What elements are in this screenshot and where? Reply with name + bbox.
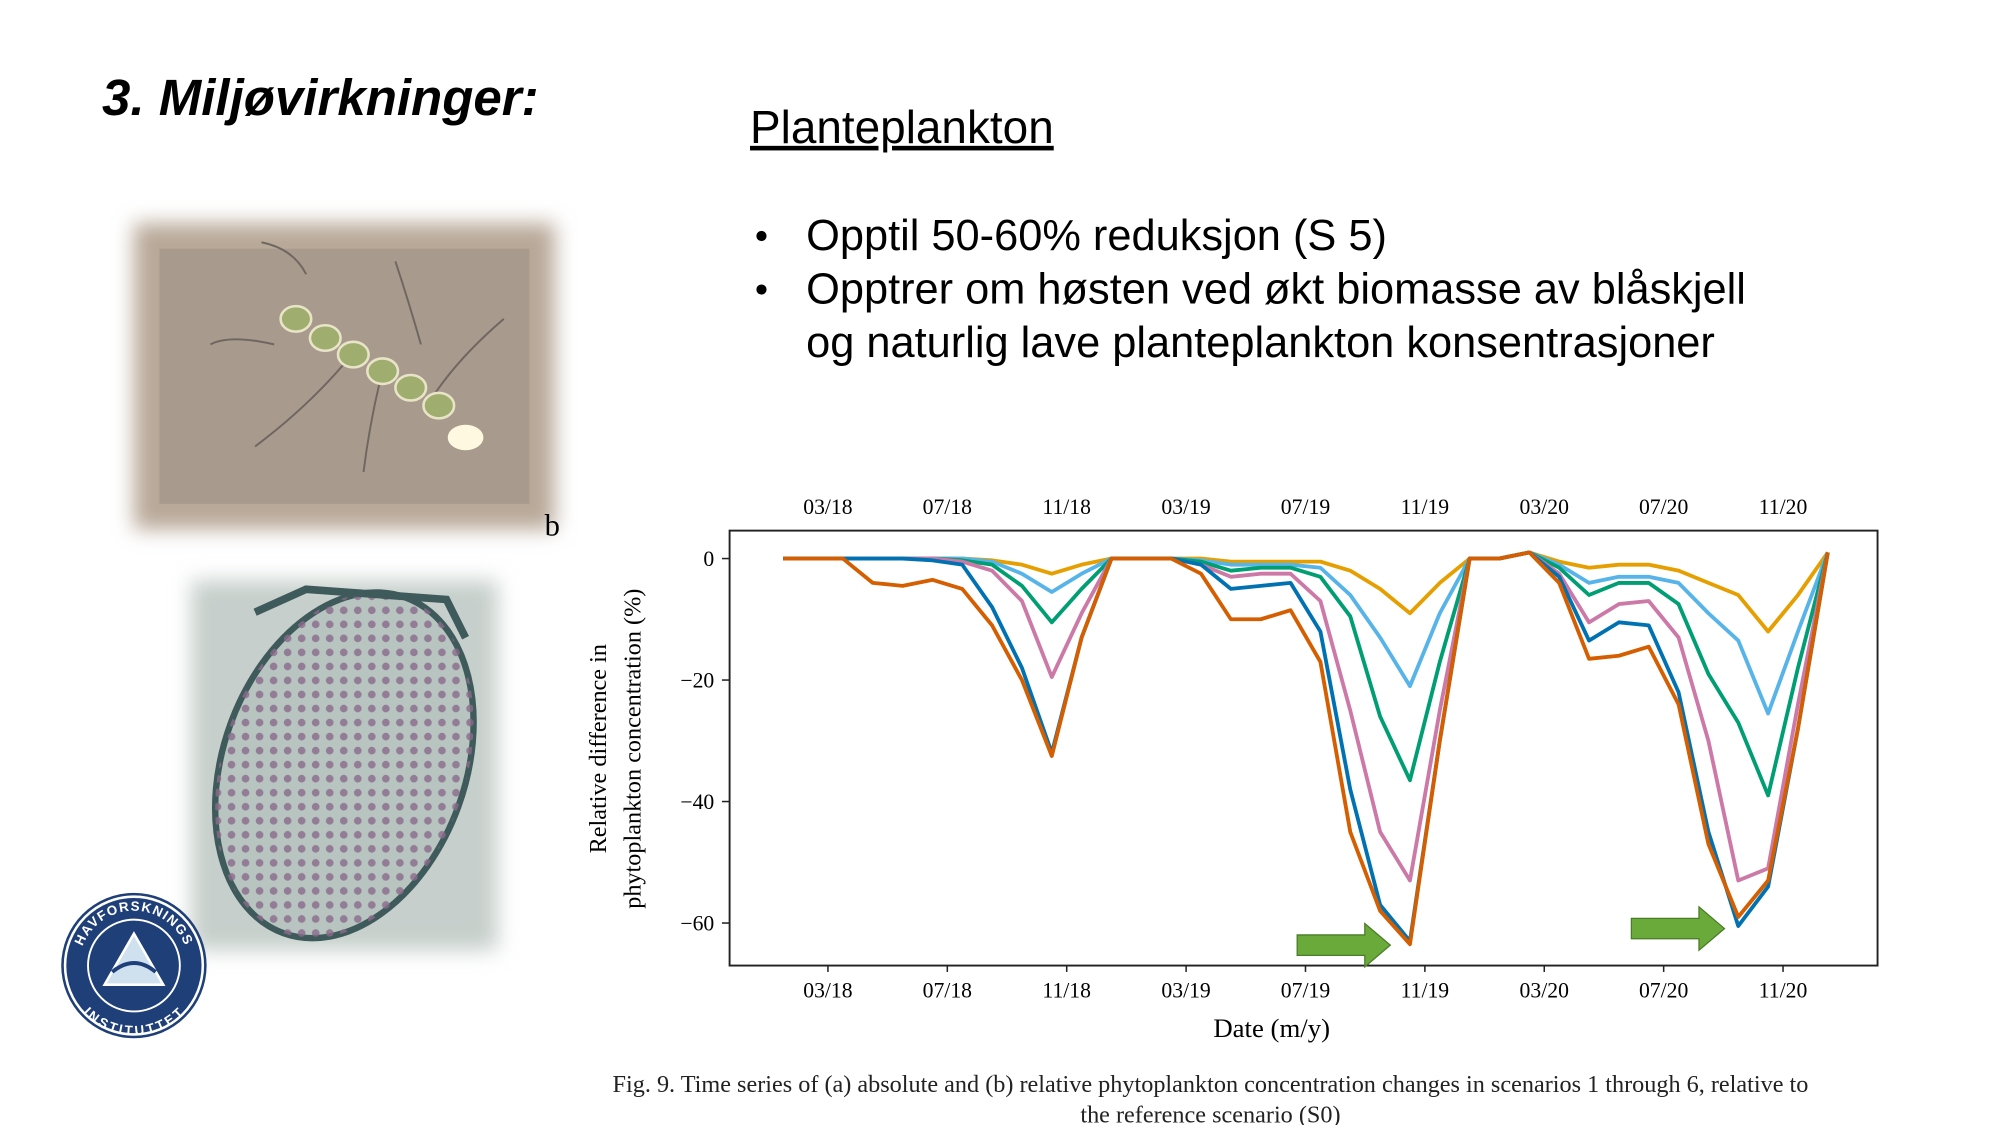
- x-tick-label: 03/20: [1520, 978, 1570, 1002]
- arrow: [1630, 905, 1726, 952]
- chart: Date (m/y) Relative difference in phytop…: [585, 495, 1879, 1043]
- bullet-text: og naturlig lave planteplankton konsentr…: [806, 319, 1715, 367]
- x-tick-label: 07/18: [923, 978, 973, 1002]
- caption-line: Fig. 9. Time series of (a) absolute and …: [613, 1071, 1809, 1098]
- x-tick-label: 11/18: [1042, 978, 1091, 1002]
- x-tick-label-top: 11/20: [1759, 495, 1808, 519]
- x-tick-label: 11/20: [1759, 978, 1808, 1002]
- arrow: [1296, 922, 1392, 969]
- x-tick-label-top: 11/18: [1042, 495, 1091, 519]
- bullet-dot: [756, 230, 767, 242]
- x-tick-label: 07/19: [1281, 978, 1330, 1002]
- x-tick-label-top: 03/18: [803, 495, 853, 519]
- heading: Planteplankton: [750, 101, 1054, 153]
- caption: Fig. 9. Time series of (a) absolute and …: [613, 1071, 1809, 1125]
- series-line: [783, 550, 1830, 947]
- slide-title: 3. Miljøvirkninger:: [102, 69, 539, 126]
- y-tick-label: 0: [703, 547, 714, 571]
- y-axis-label: Relative difference in phytoplankton con…: [585, 589, 646, 909]
- caption-line: the reference scenario (S0): [1080, 1101, 1340, 1125]
- photo-shell: [191, 561, 511, 970]
- plot-frame: [728, 529, 1879, 967]
- y-axis-label-line: phytoplankton concentration (%): [619, 589, 646, 909]
- x-tick-label-top: 03/20: [1520, 495, 1570, 519]
- logo: HAVFORSKNINGS INSTITUTTET: [61, 892, 207, 1038]
- x-tick-label-top: 07/18: [923, 495, 973, 519]
- y-axis-label-line: Relative difference in: [585, 644, 612, 853]
- series-line: [783, 550, 1830, 883]
- y-tick-label: −40: [680, 790, 714, 814]
- photo-label: b: [545, 509, 560, 543]
- bullet-text: Opptil 50-60% reduksjon (S 5): [806, 212, 1387, 260]
- photo-diatom-chain: [133, 223, 555, 530]
- x-axis-label: Date (m/y): [1213, 1013, 1330, 1043]
- x-tick-label: 03/19: [1161, 978, 1210, 1002]
- bullet-dot: [756, 284, 767, 295]
- x-tick-label: 07/20: [1639, 978, 1689, 1002]
- x-tick-label-top: 07/19: [1281, 495, 1330, 519]
- x-tick-label-top: 07/20: [1639, 495, 1689, 519]
- y-tick-label: −20: [680, 669, 714, 693]
- x-tick-label-top: 03/19: [1161, 495, 1210, 519]
- x-tick-label-top: 11/19: [1401, 495, 1450, 519]
- x-tick-label: 11/19: [1401, 978, 1450, 1002]
- y-tick-label: −60: [680, 912, 714, 936]
- bullet-list: Opptil 50-60% reduksjon (S 5) Opptrer om …: [756, 212, 1746, 367]
- x-tick-label: 03/18: [803, 978, 853, 1002]
- bullet-text: Opptrer om høsten ved økt biomasse av bl…: [806, 266, 1746, 314]
- series-line: [783, 550, 1830, 944]
